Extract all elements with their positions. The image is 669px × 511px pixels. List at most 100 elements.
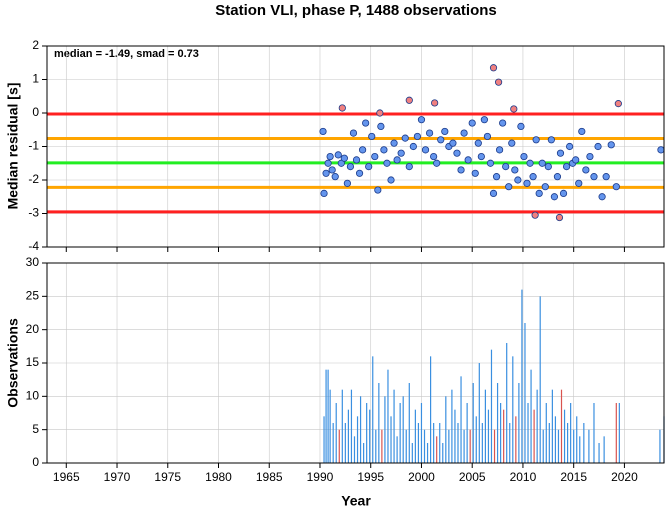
point [449,139,457,147]
point [401,134,409,142]
x-axis-label: Year [341,493,371,509]
y-tick-label: -4 [28,239,39,253]
point [553,173,562,181]
point [371,152,379,161]
point [359,146,367,154]
point [338,104,346,112]
point [409,142,417,151]
point [559,189,568,197]
point [494,78,503,86]
point [526,159,534,167]
point [441,127,449,136]
point [489,64,498,72]
point [505,183,513,191]
point [612,183,620,191]
x-tick-label: 2015 [560,470,587,484]
point [377,122,385,131]
point [582,166,590,174]
plot-frame [46,45,665,248]
x-tick-label: 2020 [611,470,638,484]
point [572,156,580,164]
point [355,169,364,177]
point [607,141,615,149]
point [431,99,439,107]
y-tick-label: 2 [32,38,39,52]
point [575,179,583,187]
point [496,146,504,154]
point [380,146,388,154]
x-tick-label: 1985 [256,470,283,484]
y-tick-label: 15 [26,355,40,369]
point [556,149,565,157]
point [453,149,461,157]
point [319,127,327,136]
point [320,189,328,197]
point [331,173,339,181]
point [511,166,519,174]
chart-title: Station VLI, phase P, 1488 observations [215,2,497,19]
point [555,213,564,222]
point [390,139,398,147]
point [538,159,546,167]
point [492,173,501,181]
plot-frame [46,262,665,464]
y-tick-label: -3 [28,206,39,220]
point [457,166,465,174]
y-tick-label: 10 [26,389,40,403]
x-tick-label: 2005 [459,470,486,484]
point [578,127,586,136]
point [397,149,405,157]
point [340,154,348,162]
x-tick-label: 1965 [53,470,80,484]
x-tick-label: 1975 [154,470,181,484]
point [393,156,401,164]
point [437,136,445,144]
y-axis-label: Observations [5,318,21,408]
point [480,116,488,124]
x-tick-label: 1995 [357,470,384,484]
point [343,179,351,187]
point [324,159,332,167]
x-tick-label: 2010 [510,470,537,484]
point [352,156,361,164]
x-tick-label: 1980 [205,470,232,484]
point [460,129,468,137]
point [541,183,549,191]
point [614,100,622,108]
y-tick-label: 1 [32,72,39,86]
point [471,169,479,177]
x-tick-label: 1990 [307,470,334,484]
y-tick-label: 30 [26,255,40,269]
point [326,152,334,161]
point [383,159,391,167]
point [535,189,543,197]
point [550,193,559,201]
point [523,179,531,187]
point [489,189,498,197]
point [598,193,606,201]
point [349,129,358,137]
point [322,169,330,177]
y-axis-label: Median residual [s] [5,83,21,210]
point [425,129,434,137]
point [346,163,355,171]
point [657,146,665,154]
point [421,146,430,154]
point [477,152,485,161]
point [602,173,610,181]
annotation: median = -1.49, smad = 0.73 [54,48,199,60]
point [368,132,376,141]
point [405,96,413,104]
y-tick-label: 20 [26,322,40,336]
point [374,186,382,194]
point [413,132,422,141]
point [499,119,507,127]
point [405,163,413,171]
x-tick-label: 2000 [408,470,435,484]
y-tick-label: 0 [32,455,39,469]
y-tick-label: 0 [32,105,39,119]
point [486,159,495,167]
point [464,156,472,164]
point [376,109,384,117]
